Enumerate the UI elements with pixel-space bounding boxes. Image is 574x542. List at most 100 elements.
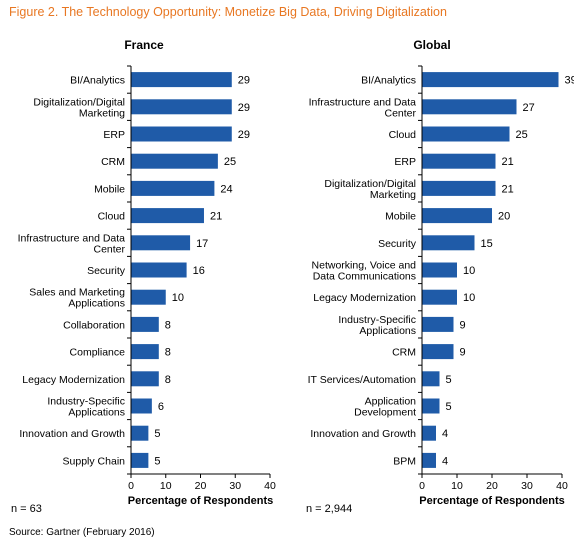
france-category-label: Innovation and Growth [19, 428, 125, 440]
global-category-label: IT Services/Automation [308, 374, 417, 386]
france-bar-legacy-modernization [131, 371, 159, 387]
france-bar-digitalization-digital-marketing [131, 99, 232, 115]
global-value-label: 4 [442, 428, 448, 440]
france-category-label: BI/Analytics [70, 75, 125, 87]
global-value-label: 25 [516, 129, 528, 141]
global-bar-erp [422, 153, 496, 169]
global-bar-industry-specific-applications [422, 316, 454, 332]
figure-title: Figure 2. The Technology Opportunity: Mo… [9, 5, 447, 19]
global-category-label: Mobile [385, 211, 416, 223]
france-x-tick-label: 20 [195, 480, 207, 492]
france-value-label: 5 [154, 428, 160, 440]
france-bar-compliance [131, 344, 159, 360]
france-bar-crm [131, 153, 218, 169]
france-category-label: Mobile [94, 183, 125, 195]
france-value-label: 24 [220, 183, 232, 195]
france-bar-industry-specific-applications [131, 398, 152, 414]
france-category-label: Digitalization/Digital Marketing [33, 96, 125, 119]
france-bar-mobile [131, 180, 215, 196]
global-category-label: Legacy Modernization [313, 292, 416, 304]
france-x-tick-label: 10 [160, 480, 172, 492]
france-category-label: Sales and Marketing Applications [29, 287, 125, 310]
global-value-label: 27 [523, 102, 535, 114]
global-category-label: Industry-Specific Applications [338, 314, 416, 337]
global-value-label: 9 [460, 347, 466, 359]
global-category-label: ERP [394, 156, 416, 168]
france-value-label: 8 [165, 347, 171, 359]
france-bar-cloud [131, 208, 204, 224]
global-category-label: CRM [392, 347, 416, 359]
france-category-label: Industry-Specific Applications [47, 396, 125, 419]
france-bar-bi-analytics [131, 72, 232, 88]
global-title: Global [413, 38, 450, 52]
france-x-axis-title: Percentage of Respondents [128, 495, 273, 507]
global-bar-bi-analytics [422, 72, 559, 88]
global-value-label: 5 [446, 374, 452, 386]
global-bar-security [422, 235, 475, 251]
france-category-label: Infrastructure and Data Center [18, 232, 126, 255]
france-title: France [124, 38, 164, 52]
global-category-label: Security [378, 238, 417, 250]
global-category-label: Cloud [389, 129, 417, 141]
global-value-label: 10 [463, 292, 475, 304]
global-x-tick-label: 10 [451, 480, 463, 492]
global-value-label: 21 [502, 156, 514, 168]
france-sample-size: n = 63 [11, 503, 42, 515]
france-category-label: Legacy Modernization [22, 374, 125, 386]
source-note: Source: Gartner (February 2016) [9, 527, 155, 538]
global-bar-bpm [422, 452, 436, 468]
global-x-tick-label: 40 [556, 480, 568, 492]
france-value-label: 10 [172, 292, 184, 304]
global-category-label: Infrastructure and Data Center [309, 96, 417, 119]
france-value-label: 8 [165, 374, 171, 386]
france-category-label: Cloud [98, 211, 126, 223]
global-x-axis-title: Percentage of Respondents [419, 495, 564, 507]
global-x-tick-label: 0 [419, 480, 425, 492]
france-bar-innovation-and-growth [131, 425, 149, 441]
global-value-label: 21 [502, 183, 514, 195]
france-value-label: 16 [193, 265, 205, 277]
global-x-tick-label: 30 [521, 480, 533, 492]
france-value-label: 21 [210, 211, 222, 223]
france-bar-sales-and-marketing-applications [131, 289, 166, 305]
france-value-label: 8 [165, 319, 171, 331]
global-bar-mobile [422, 208, 492, 224]
france-value-label: 25 [224, 156, 236, 168]
france-x-tick-label: 30 [229, 480, 241, 492]
global-category-label: Networking, Voice and Data Communications [312, 260, 417, 283]
global-value-label: 20 [498, 211, 510, 223]
france-value-label: 5 [154, 455, 160, 467]
france-bar-supply-chain [131, 452, 149, 468]
france-category-label: Collaboration [63, 319, 125, 331]
france-bar-security [131, 262, 187, 278]
global-bar-networking-voice-and-data-communications [422, 262, 457, 278]
france-category-label: Compliance [70, 347, 126, 359]
france-category-label: Security [87, 265, 126, 277]
global-bar-innovation-and-growth [422, 425, 436, 441]
global-value-label: 39 [565, 75, 574, 87]
france-value-label: 29 [238, 75, 250, 87]
global-value-label: 9 [460, 319, 466, 331]
global-category-label: Application Development [354, 396, 416, 419]
france-x-tick-label: 40 [264, 480, 276, 492]
france-bar-erp [131, 126, 232, 142]
global-bar-application-development [422, 398, 440, 414]
global-value-label: 10 [463, 265, 475, 277]
global-bar-digitalization-digital-marketing [422, 180, 496, 196]
global-bar-legacy-modernization [422, 289, 457, 305]
global-value-label: 4 [442, 455, 448, 467]
global-x-tick-label: 20 [486, 480, 498, 492]
france-category-label: Supply Chain [63, 455, 126, 467]
france-bar-collaboration [131, 316, 159, 332]
global-sample-size: n = 2,944 [306, 503, 353, 515]
global-bar-infrastructure-and-data-center [422, 99, 517, 115]
france-category-label: CRM [101, 156, 125, 168]
global-bar-crm [422, 344, 454, 360]
france-bar-infrastructure-and-data-center [131, 235, 191, 251]
france-category-label: ERP [103, 129, 125, 141]
france-value-label: 29 [238, 102, 250, 114]
